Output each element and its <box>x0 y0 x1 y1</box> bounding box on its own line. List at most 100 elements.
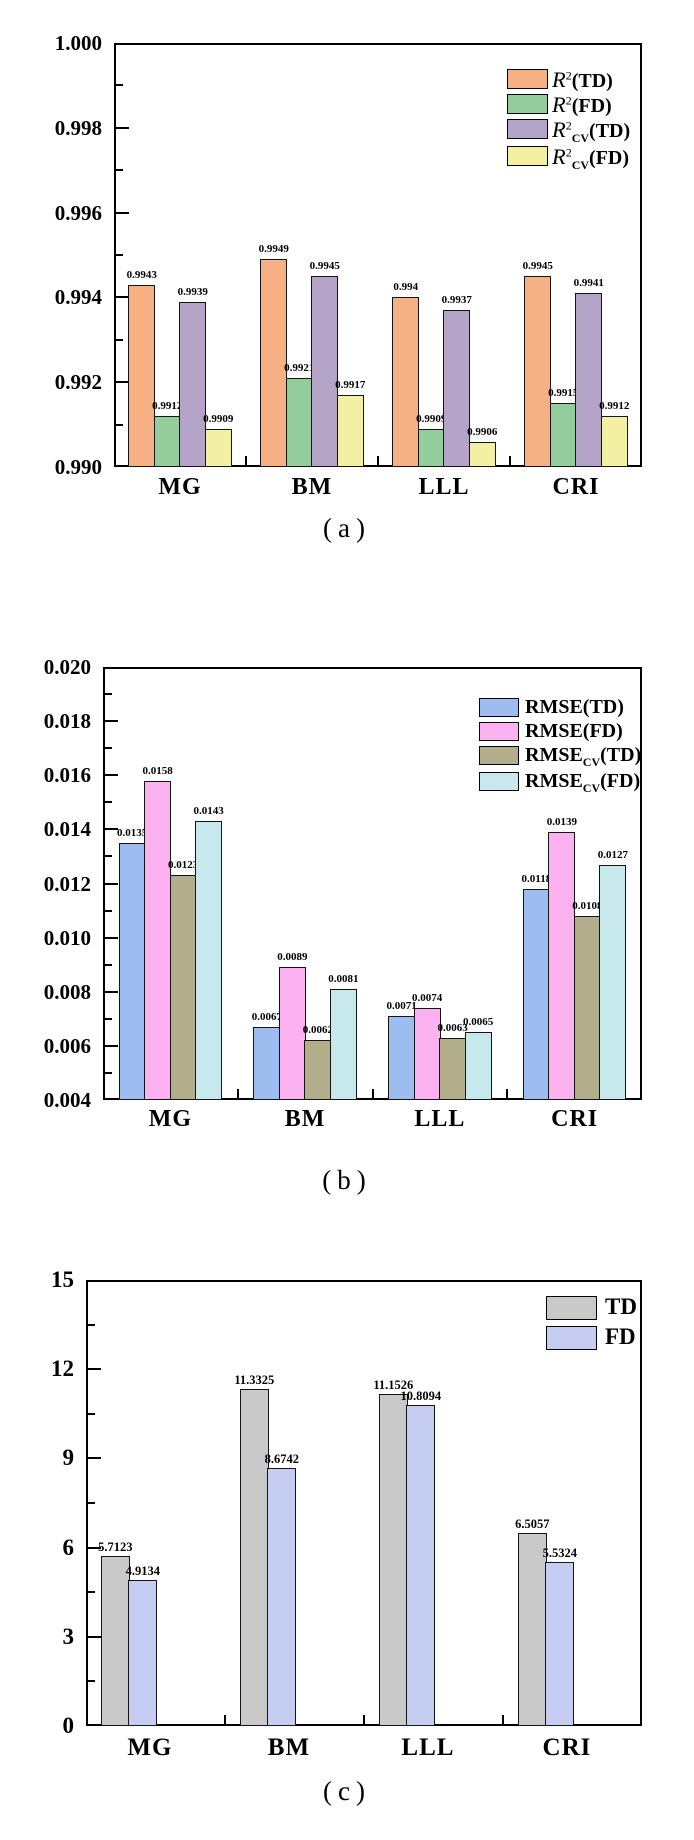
legend-label-sub: CV <box>582 781 601 795</box>
legend-swatch <box>546 1296 597 1320</box>
legend-swatch <box>479 746 519 765</box>
bar-CRI-TD <box>517 1532 547 1726</box>
value-label: 5.5324 <box>542 1545 578 1560</box>
x-axis-tick <box>236 1089 239 1098</box>
legend-swatch <box>507 146 548 166</box>
value-label: 0.0089 <box>277 951 308 964</box>
legend-label-sub: CV <box>571 131 590 145</box>
x-axis-tick <box>506 1089 509 1098</box>
value-label: 0.0074 <box>412 991 443 1004</box>
value-label: 0.0062 <box>302 1024 333 1037</box>
value-label: 0.0118 <box>521 872 552 885</box>
value-label: 0.9945 <box>309 260 340 273</box>
y-axis-minor-tick <box>116 338 123 341</box>
bar-LLL-TD <box>378 1394 408 1726</box>
value-label: 0.9912 <box>599 400 630 413</box>
y-axis-major-tick <box>105 936 118 939</box>
y-axis-minor-tick <box>88 1680 95 1683</box>
y-axis-major-tick <box>88 1546 101 1549</box>
bar-MG-R2_CV(TD) <box>179 301 207 467</box>
value-label: 10.8094 <box>400 1388 442 1403</box>
value-label: 0.9921 <box>284 361 315 374</box>
y-axis-tick-label: 0.010 <box>43 925 91 950</box>
value-label: 11.1526 <box>373 1378 414 1393</box>
value-label: 0.9906 <box>467 425 498 438</box>
bar-LLL-RMSE(FD) <box>413 1007 441 1100</box>
y-axis-major-tick <box>88 1368 101 1371</box>
legend-label-rest: (TD) <box>589 120 631 142</box>
value-label: 0.9909 <box>416 412 447 425</box>
value-label: 0.0108 <box>572 899 603 912</box>
bar-BM-RMSE_CV(FD) <box>329 989 357 1100</box>
legend-label: RMSECV(FD) <box>525 769 640 796</box>
value-label: 0.994 <box>393 281 419 294</box>
y-axis-minor-tick <box>116 254 123 256</box>
panel-caption-c: (c) <box>323 1776 371 1806</box>
bar-CRI-R2(FD) <box>549 403 577 467</box>
bar-CRI-FD <box>545 1561 575 1726</box>
legend-label-main: R <box>552 92 566 117</box>
bar-BM-RMSE(TD) <box>253 1026 281 1100</box>
bar-MG-R2_CV(FD) <box>204 428 232 467</box>
value-label: 0.0067 <box>251 1010 282 1023</box>
plot-box-c <box>86 1280 642 1726</box>
value-label: 8.6742 <box>264 1452 300 1467</box>
value-label: 0.9949 <box>258 243 289 256</box>
y-axis-tick-label: 3 <box>62 1623 75 1649</box>
y-axis-tick-label: 0.012 <box>43 871 91 896</box>
bar-CRI-R2_CV(TD) <box>575 293 603 467</box>
category-label-BM: BM <box>284 1106 326 1132</box>
legend-label-sup: 2 <box>565 93 572 108</box>
value-label: 4.9134 <box>125 1563 161 1578</box>
value-label: 0.0135 <box>117 826 148 839</box>
y-axis-tick-label: 0.014 <box>43 817 91 842</box>
y-axis-tick-label: 0.016 <box>43 763 91 788</box>
value-label: 0.9937 <box>441 294 472 307</box>
legend-label-main: R <box>552 117 566 142</box>
y-axis-minor-tick <box>88 1502 95 1504</box>
bar-BM-TD <box>239 1389 269 1726</box>
bar-BM-R2(FD) <box>285 377 313 467</box>
legend-label: R2CV(FD) <box>552 143 629 173</box>
legend-label-rest: (FD) <box>582 720 623 742</box>
value-label: 0.9909 <box>203 412 234 425</box>
legend-label-sup: 2 <box>565 145 572 160</box>
value-label: 5.7123 <box>98 1540 133 1555</box>
bar-LLL-R2_CV(TD) <box>443 310 471 467</box>
bar-BM-R2_CV(FD) <box>336 394 364 467</box>
bar-MG-FD <box>128 1579 158 1726</box>
bar-LLL-RMSE_CV(FD) <box>464 1032 492 1100</box>
bar-BM-RMSE_CV(TD) <box>304 1040 332 1100</box>
bar-CRI-R2_CV(FD) <box>600 416 628 467</box>
y-axis-major-tick <box>116 126 129 129</box>
y-axis-major-tick <box>105 1044 118 1047</box>
legend-label-sup: 2 <box>565 68 572 83</box>
legend-label-sub: CV <box>571 158 590 172</box>
category-label-MG: MG <box>158 474 202 500</box>
bar-LLL-R2_CV(FD) <box>468 441 496 467</box>
legend-label-main: TD <box>605 1294 637 1319</box>
y-axis-tick-label: 9 <box>62 1445 75 1471</box>
legend-label-main: RMSE <box>525 696 583 718</box>
legend-label-main: RMSE <box>525 770 583 792</box>
y-axis-tick-label: 12 <box>51 1356 74 1382</box>
value-label: 0.0143 <box>193 805 224 818</box>
y-axis-tick-label: 0.008 <box>43 979 91 1004</box>
x-axis-tick <box>377 456 379 465</box>
y-axis-minor-tick <box>116 169 123 172</box>
legend-label-sup: 2 <box>565 118 572 133</box>
legend-label: RMSE(FD) <box>525 719 623 744</box>
x-axis-tick <box>363 1715 365 1724</box>
category-label-CRI: CRI <box>552 474 600 500</box>
y-axis-major-tick <box>105 990 118 993</box>
y-axis-major-tick <box>105 882 118 885</box>
bar-MG-RMSE(TD) <box>118 842 146 1100</box>
legend-label-rest: (TD) <box>600 744 642 766</box>
value-label: 0.0065 <box>463 1016 494 1029</box>
y-axis-major-tick <box>116 296 129 299</box>
legend-label: RMSECV(TD) <box>525 743 641 770</box>
plot-box-a <box>114 43 642 467</box>
legend-swatch <box>507 119 548 139</box>
y-axis-tick-label: 0.006 <box>43 1033 91 1058</box>
